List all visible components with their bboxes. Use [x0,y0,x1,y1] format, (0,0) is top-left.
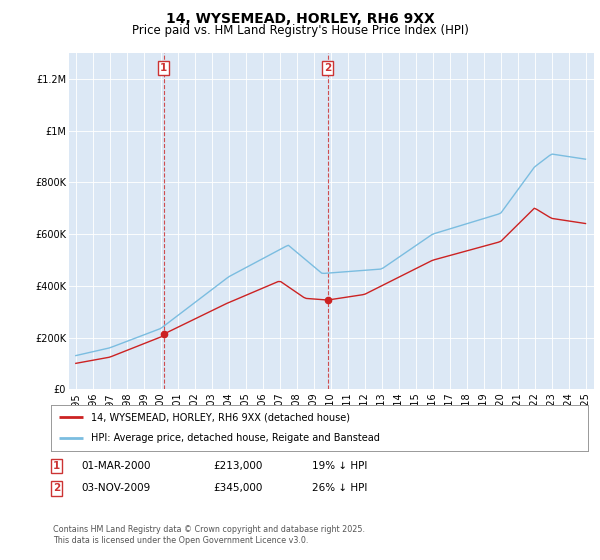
Text: 26% ↓ HPI: 26% ↓ HPI [312,483,367,493]
Text: 03-NOV-2009: 03-NOV-2009 [81,483,150,493]
Text: HPI: Average price, detached house, Reigate and Banstead: HPI: Average price, detached house, Reig… [91,433,380,444]
Text: 2: 2 [53,483,60,493]
Text: 1: 1 [53,461,60,471]
Text: 1: 1 [160,63,167,73]
Text: 14, WYSEMEAD, HORLEY, RH6 9XX: 14, WYSEMEAD, HORLEY, RH6 9XX [166,12,434,26]
Text: 19% ↓ HPI: 19% ↓ HPI [312,461,367,471]
Text: 01-MAR-2000: 01-MAR-2000 [81,461,151,471]
Text: 14, WYSEMEAD, HORLEY, RH6 9XX (detached house): 14, WYSEMEAD, HORLEY, RH6 9XX (detached … [91,412,350,422]
Text: 2: 2 [324,63,331,73]
Text: Contains HM Land Registry data © Crown copyright and database right 2025.
This d: Contains HM Land Registry data © Crown c… [53,525,365,545]
Text: £345,000: £345,000 [213,483,262,493]
Text: £213,000: £213,000 [213,461,262,471]
Text: Price paid vs. HM Land Registry's House Price Index (HPI): Price paid vs. HM Land Registry's House … [131,24,469,37]
